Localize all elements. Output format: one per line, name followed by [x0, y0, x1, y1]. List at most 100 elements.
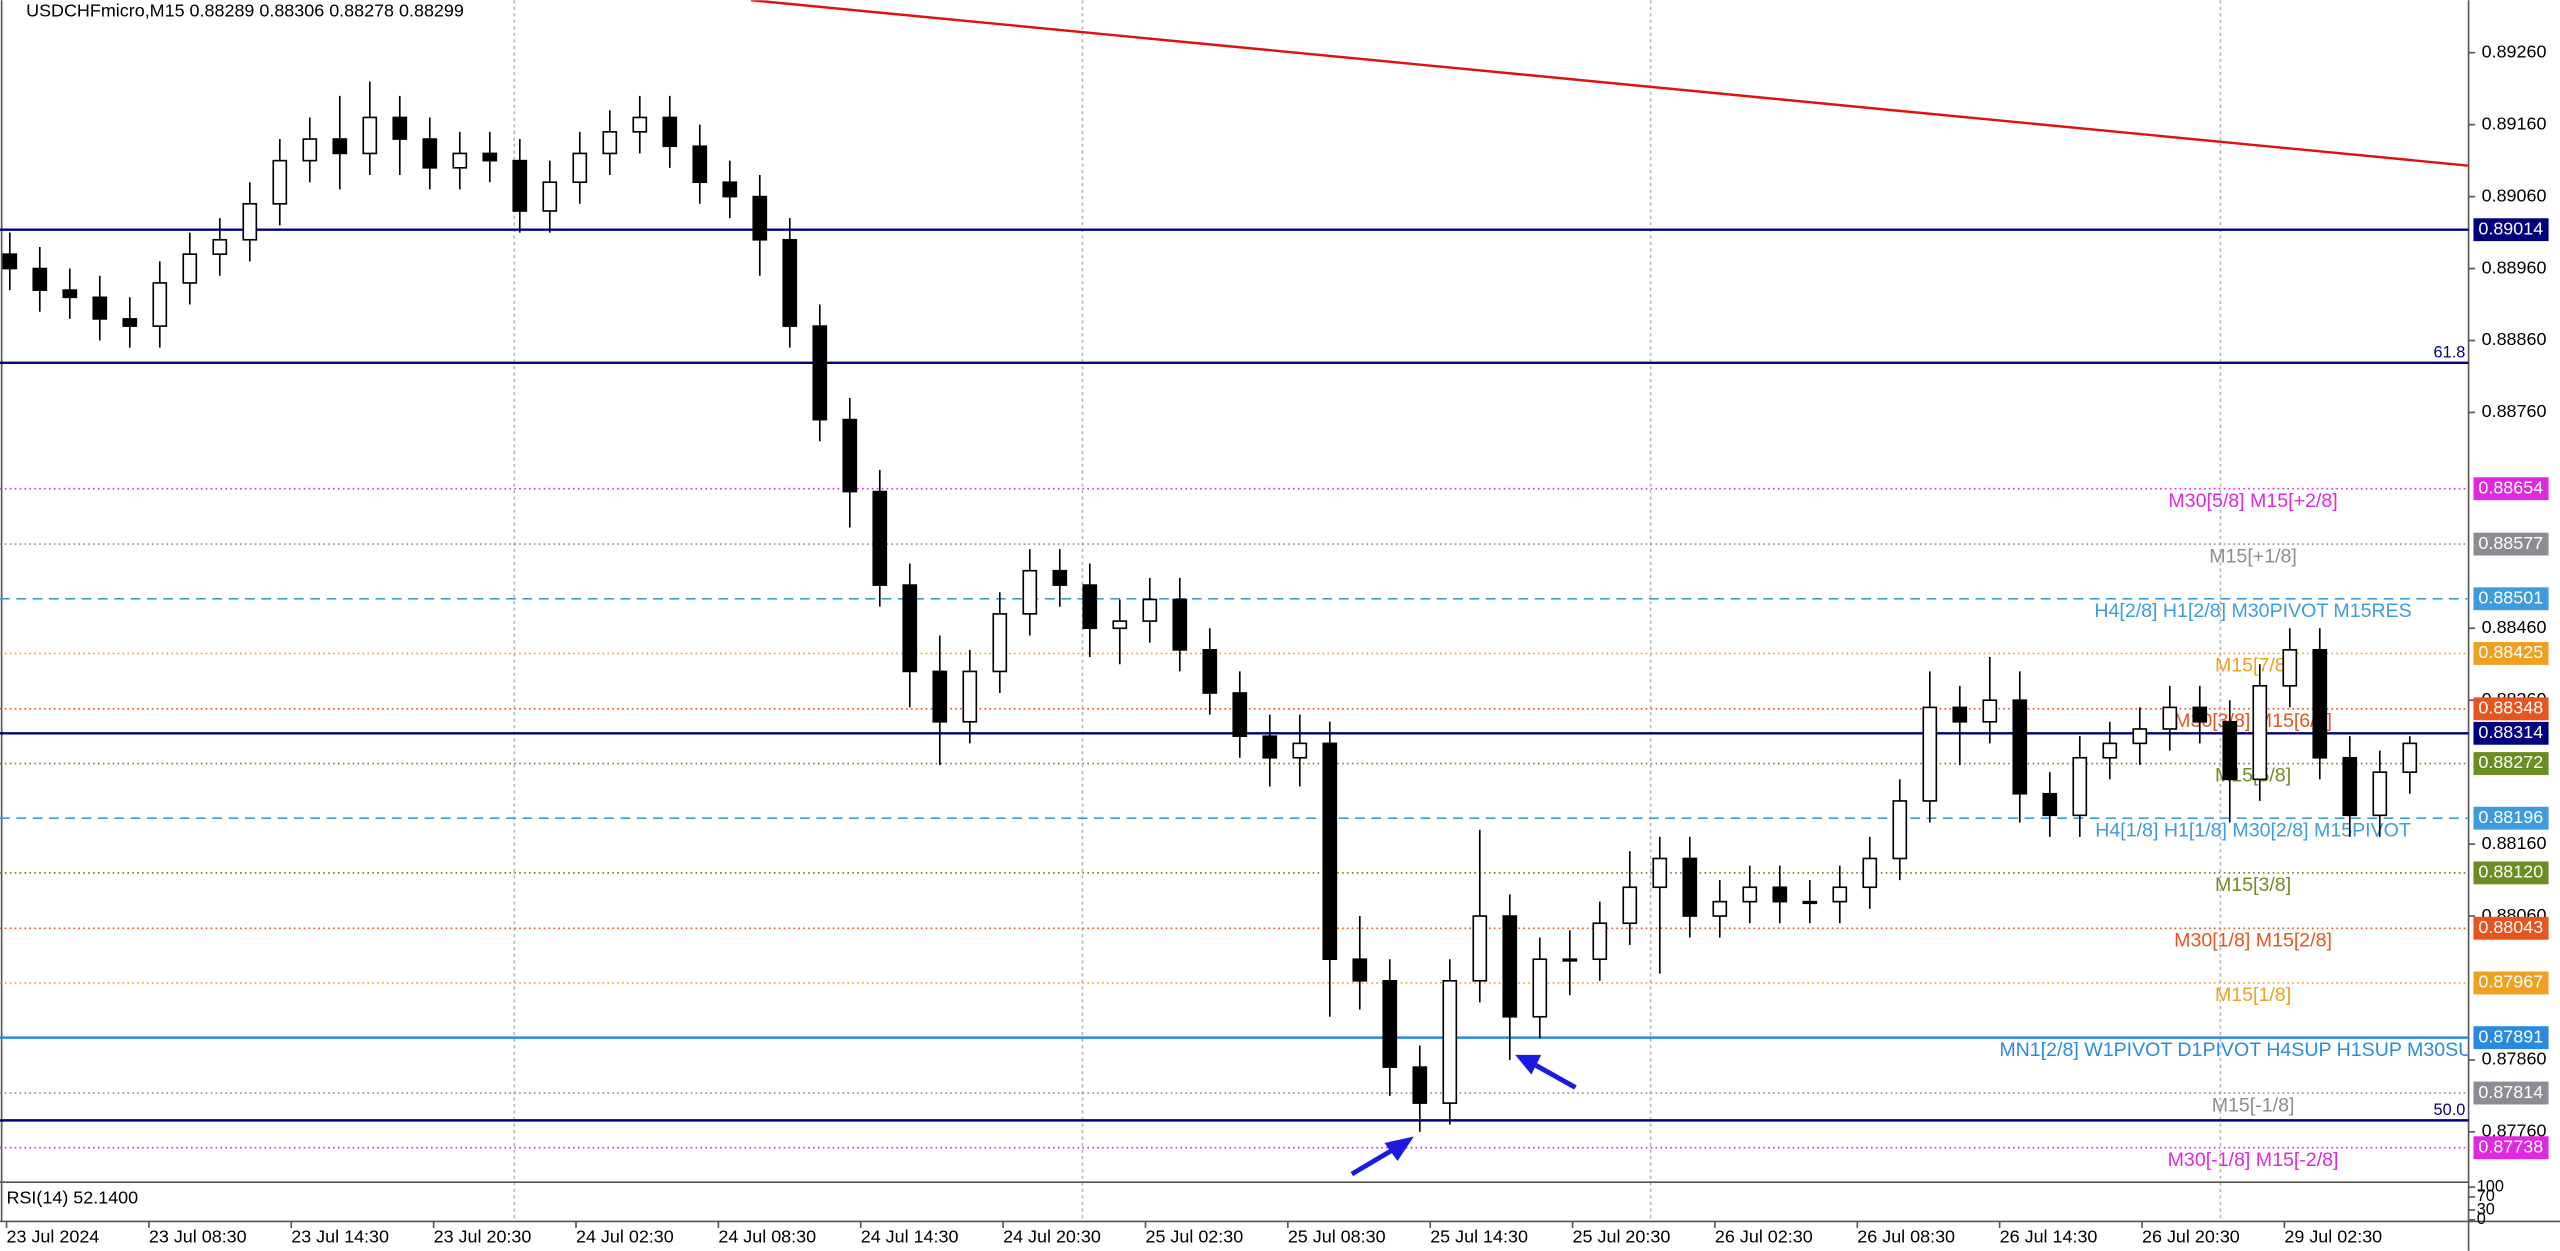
candle-body [602, 131, 618, 155]
candle-body [962, 670, 978, 723]
rsi-tick-label: 70 [2477, 1187, 2495, 1205]
candle-body [1142, 598, 1158, 622]
candle-body [1982, 699, 1998, 723]
price-box [2473, 477, 2549, 501]
candle-body [2162, 706, 2178, 730]
price-box-label: 0.88272 [2478, 752, 2543, 772]
candle-body [1382, 979, 1398, 1068]
price-box [2473, 587, 2549, 611]
candle-body [1682, 857, 1698, 917]
rsi-tick-label: 100 [2477, 1177, 2504, 1195]
candle-body [2012, 699, 2028, 795]
price-box-label: 0.88196 [2478, 807, 2543, 827]
x-tick-label: 24 Jul 02:30 [576, 1226, 674, 1246]
price-box [2473, 1081, 2549, 1105]
y-tick-label: 0.87860 [2482, 1049, 2547, 1069]
candle-body [152, 282, 168, 327]
candle-body [932, 670, 948, 723]
price-box-label: 0.88577 [2478, 533, 2543, 553]
rsi-label: RSI(14) 52.1400 [7, 1187, 139, 1207]
candle-body [1832, 886, 1848, 903]
level-text: M30[-1/8] M15[-2/8] [2168, 1149, 2339, 1171]
candle-body [1442, 979, 1458, 1104]
level-text: H4[1/8] H1[1/8] M30[2/8] M15PIVOT [2095, 819, 2411, 841]
level-text: M30[5/8] M15[+2/8] [2168, 490, 2337, 512]
candle-body [1052, 569, 1068, 586]
candle-body [662, 116, 678, 148]
level-text: M15[7/8] [2215, 655, 2291, 677]
x-tick-label: 23 Jul 08:30 [149, 1226, 247, 1246]
price-box-label: 0.88425 [2478, 642, 2543, 662]
candle-body [512, 159, 528, 212]
candle-body [2402, 742, 2418, 773]
candle-body [1022, 569, 1038, 615]
candle-body [2072, 756, 2088, 817]
candle-body [1202, 649, 1218, 694]
candle-body [1922, 706, 1938, 802]
candle-body [902, 584, 918, 673]
candle-body [2342, 756, 2358, 817]
candle-body [872, 490, 888, 586]
y-tick-label: 0.87760 [2482, 1121, 2547, 1141]
price-box-label: 0.88043 [2478, 917, 2543, 937]
candle-body [242, 202, 258, 241]
chart-title: USDCHFmicro,M15 0.88289 0.88306 0.88278 … [26, 0, 464, 20]
x-tick-label: 23 Jul 2024 [7, 1226, 100, 1246]
candle-body [752, 195, 768, 241]
level-annotation: 50.0 [2434, 1101, 2466, 1119]
candle-body [1292, 742, 1308, 759]
x-tick-label: 24 Jul 20:30 [1003, 1226, 1101, 1246]
candle-body [2312, 649, 2328, 759]
x-tick-label: 24 Jul 14:30 [861, 1226, 959, 1246]
candle-body [1532, 958, 1548, 1018]
y-tick-label: 0.88960 [2482, 257, 2547, 277]
candle-body [1232, 692, 1248, 737]
candle-body [212, 238, 228, 255]
price-box-label: 0.88654 [2478, 477, 2543, 497]
rsi-tick-label: 30 [2477, 1200, 2495, 1218]
candle-body [542, 181, 558, 212]
price-box-label: 0.88120 [2478, 862, 2543, 882]
level-text: M15[+1/8] [2209, 545, 2297, 567]
candle-body [632, 116, 648, 133]
price-box-label: 0.88348 [2478, 698, 2543, 718]
x-tick-label: 25 Jul 20:30 [1573, 1226, 1671, 1246]
x-tick-label: 26 Jul 14:30 [2000, 1226, 2098, 1246]
candle-body [2102, 742, 2118, 759]
price-box [2473, 806, 2549, 830]
price-box-label: 0.88314 [2478, 722, 2543, 742]
level-text: M15[3/8] [2215, 874, 2291, 896]
y-tick-label: 0.88460 [2482, 617, 2547, 637]
candle-body [1772, 886, 1788, 903]
x-tick-label: 23 Jul 20:30 [434, 1226, 532, 1246]
candle-body [482, 152, 498, 162]
candle-body [1742, 886, 1758, 903]
price-box [2473, 642, 2549, 665]
candle-body [992, 613, 1008, 673]
candle-body [2282, 649, 2298, 687]
candle-body [812, 325, 828, 421]
y-tick-label: 0.89260 [2482, 41, 2547, 61]
candle-body [122, 318, 138, 327]
candle-body [842, 418, 858, 493]
y-tick-label: 0.88760 [2482, 401, 2547, 421]
candle-body [302, 138, 318, 162]
candle-body [1592, 922, 1608, 961]
x-tick-label: 24 Jul 08:30 [718, 1226, 816, 1246]
candle-body [1952, 706, 1968, 723]
candle-body [422, 138, 438, 169]
price-box [2473, 1026, 2549, 1050]
price-box [2473, 697, 2549, 721]
candle-body [1262, 735, 1278, 759]
x-tick-label: 25 Jul 02:30 [1145, 1226, 1243, 1246]
x-tick-label: 26 Jul 20:30 [2142, 1226, 2240, 1246]
candle-body [332, 138, 348, 155]
candle-body [1712, 900, 1728, 917]
x-tick-label: 26 Jul 02:30 [1715, 1226, 1813, 1246]
candle-body [2192, 706, 2208, 723]
x-tick-label: 23 Jul 14:30 [291, 1226, 389, 1246]
candle-body [392, 116, 408, 140]
candle-body [2372, 771, 2388, 817]
